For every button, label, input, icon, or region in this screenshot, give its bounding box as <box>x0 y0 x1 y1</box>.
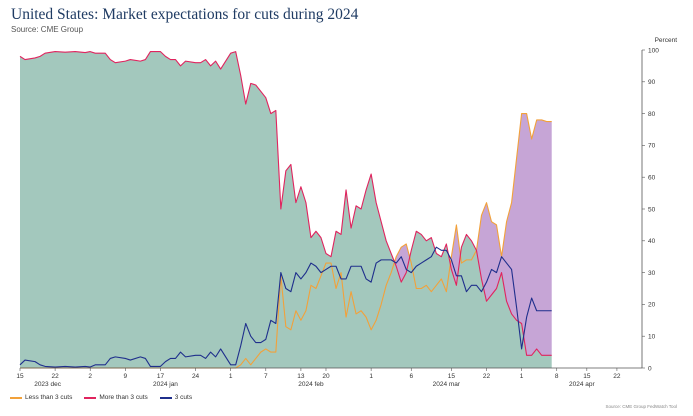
x-tick-label: 22 <box>51 373 59 380</box>
x-period-label: 2024 feb <box>298 381 324 388</box>
legend: Less than 3 cuts More than 3 cuts 3 cuts <box>10 394 192 401</box>
x-tick-label: 20 <box>322 373 330 380</box>
chart-title: United States: Market expectations for c… <box>11 6 359 23</box>
y-tick-label: 0 <box>648 365 652 372</box>
x-period-label: 2024 apr <box>569 381 595 388</box>
legend-item-three: 3 cuts <box>159 394 193 401</box>
area-green-between <box>20 51 395 369</box>
area-green-lower <box>20 250 552 368</box>
legend-label-three: 3 cuts <box>174 394 193 401</box>
x-tick-label: 8 <box>555 373 559 380</box>
y-axis-unit: Percent <box>654 37 677 44</box>
x-tick-label: 7 <box>264 373 268 380</box>
footnote: Source: CME Group FedWatch Tool <box>605 404 677 409</box>
x-tick-label: 1 <box>369 373 373 380</box>
y-tick-label: 100 <box>648 47 659 54</box>
x-tick-label: 2 <box>88 373 92 380</box>
area-green-between <box>408 231 452 292</box>
chart-subtitle: Source: CME Group <box>11 25 84 34</box>
y-tick-label: 40 <box>648 238 656 245</box>
x-tick-label: 15 <box>16 373 24 380</box>
area-purple-between <box>476 113 552 356</box>
x-period-label: 2024 jan <box>153 381 178 388</box>
y-tick-label: 50 <box>648 206 656 213</box>
x-tick-label: 6 <box>409 373 413 380</box>
series-line-three-cuts <box>19 246 552 368</box>
x-tick-label: 15 <box>448 373 456 380</box>
x-tick-label: 1 <box>229 373 233 380</box>
legend-label-less: Less than 3 cuts <box>25 394 73 401</box>
legend-swatch-less <box>10 396 22 399</box>
y-tick-label: 80 <box>648 111 656 118</box>
legend-swatch-three <box>159 396 172 399</box>
x-tick-label: 17 <box>157 373 165 380</box>
x-tick-label: 9 <box>124 373 128 380</box>
y-tick-label: 60 <box>648 175 656 182</box>
x-tick-label: 24 <box>192 373 200 380</box>
y-tick-label: 90 <box>648 79 656 86</box>
y-tick-label: 10 <box>648 334 656 341</box>
x-tick-label: 15 <box>583 373 591 380</box>
x-tick-label: 22 <box>613 373 621 380</box>
series-line-more-than-3 <box>19 51 552 356</box>
x-tick-label: 1 <box>520 373 524 380</box>
legend-item-less: Less than 3 cuts <box>10 394 72 401</box>
y-tick-label: 20 <box>648 302 656 309</box>
x-period-label: 2024 mar <box>433 381 461 388</box>
area-purple-between <box>450 224 462 286</box>
y-tick-label: 30 <box>648 270 656 277</box>
y-tick-label: 70 <box>648 143 656 150</box>
x-tick-label: 22 <box>483 373 491 380</box>
x-tick-label: 13 <box>297 373 305 380</box>
legend-swatch-more <box>84 396 97 399</box>
legend-label-more: More than 3 cuts <box>99 394 148 401</box>
legend-item-more: More than 3 cuts <box>84 394 148 401</box>
x-period-label: 2023 dec <box>34 381 61 388</box>
